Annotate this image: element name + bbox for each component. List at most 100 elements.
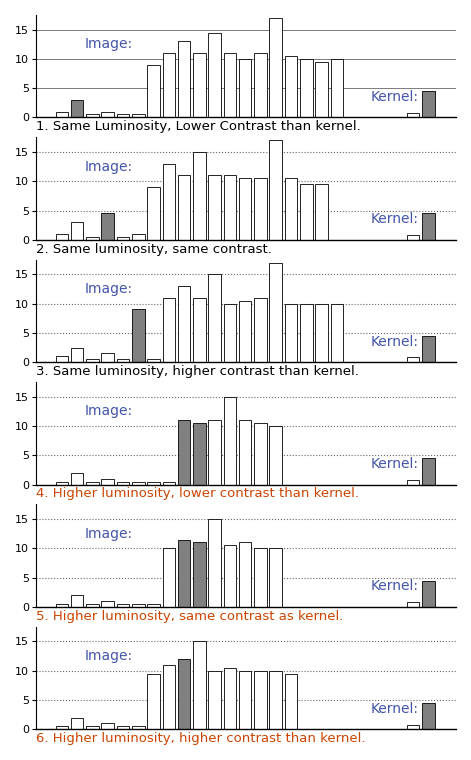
Text: Image:: Image: <box>85 37 133 51</box>
Bar <box>71 473 83 485</box>
Bar <box>71 595 83 607</box>
Bar <box>178 540 190 607</box>
Text: Image:: Image: <box>85 649 133 663</box>
Bar <box>178 41 190 117</box>
Bar <box>56 234 68 239</box>
Bar <box>407 357 420 362</box>
Text: Kernel:: Kernel: <box>371 90 418 104</box>
Bar <box>101 601 114 607</box>
Bar <box>422 458 435 485</box>
Bar <box>269 18 282 117</box>
Bar <box>224 397 236 485</box>
Bar <box>71 347 83 362</box>
Bar <box>254 548 267 607</box>
Bar <box>193 641 206 730</box>
Bar <box>208 420 221 485</box>
Bar <box>86 604 99 607</box>
Bar <box>331 59 343 117</box>
Bar <box>101 112 114 117</box>
Bar <box>132 604 145 607</box>
Bar <box>117 482 129 485</box>
Bar <box>239 543 252 607</box>
Bar <box>422 703 435 730</box>
Bar <box>117 727 129 730</box>
Bar <box>71 100 83 117</box>
Bar <box>162 298 175 362</box>
Text: Image:: Image: <box>85 282 133 296</box>
X-axis label: 5. Higher luminosity, same contrast as kernel.: 5. Higher luminosity, same contrast as k… <box>36 610 343 622</box>
Text: Kernel:: Kernel: <box>371 334 418 349</box>
Bar <box>407 724 420 730</box>
Bar <box>86 482 99 485</box>
Bar <box>132 309 145 362</box>
Bar <box>56 482 68 485</box>
Bar <box>71 717 83 730</box>
Bar <box>132 482 145 485</box>
Bar <box>422 336 435 362</box>
X-axis label: 6. Higher luminosity, higher contrast than kernel.: 6. Higher luminosity, higher contrast th… <box>36 732 365 745</box>
Bar <box>193 53 206 117</box>
Bar <box>178 286 190 362</box>
Bar <box>407 112 420 117</box>
Bar <box>56 604 68 607</box>
Bar <box>162 548 175 607</box>
Bar <box>422 214 435 239</box>
Bar <box>269 426 282 485</box>
Text: Image:: Image: <box>85 404 133 418</box>
Bar <box>224 668 236 730</box>
Bar <box>239 179 252 239</box>
Bar <box>208 274 221 362</box>
Bar <box>56 112 68 117</box>
Bar <box>178 659 190 730</box>
Bar <box>86 359 99 362</box>
X-axis label: 4. Higher luminosity, lower contrast than kernel.: 4. Higher luminosity, lower contrast tha… <box>36 487 359 500</box>
Bar <box>101 724 114 730</box>
Bar <box>422 581 435 607</box>
Bar <box>147 673 160 730</box>
Bar <box>224 546 236 607</box>
Bar <box>86 727 99 730</box>
X-axis label: 1. Same Luminosity, Lower Contrast than kernel.: 1. Same Luminosity, Lower Contrast than … <box>36 120 361 133</box>
Bar <box>224 303 236 362</box>
Bar <box>269 548 282 607</box>
Bar <box>56 356 68 362</box>
Text: Kernel:: Kernel: <box>371 457 418 471</box>
Text: Kernel:: Kernel: <box>371 701 418 716</box>
Bar <box>101 214 114 239</box>
Bar <box>208 33 221 117</box>
Bar <box>300 59 313 117</box>
Bar <box>101 353 114 362</box>
Bar <box>101 479 114 485</box>
Bar <box>315 303 328 362</box>
Bar <box>285 56 297 117</box>
Bar <box>132 234 145 239</box>
Bar <box>147 187 160 239</box>
Bar <box>193 543 206 607</box>
Bar <box>254 670 267 730</box>
Bar <box>208 176 221 239</box>
Bar <box>239 301 252 362</box>
Bar <box>117 237 129 239</box>
Bar <box>193 298 206 362</box>
Bar <box>117 359 129 362</box>
Bar <box>147 359 160 362</box>
Bar <box>239 59 252 117</box>
Bar <box>285 673 297 730</box>
Bar <box>56 727 68 730</box>
Bar <box>422 91 435 117</box>
Bar <box>254 179 267 239</box>
Bar <box>193 152 206 239</box>
X-axis label: 2. Same luminosity, same contrast.: 2. Same luminosity, same contrast. <box>36 242 272 255</box>
Bar <box>178 176 190 239</box>
Bar <box>269 263 282 362</box>
Bar <box>147 482 160 485</box>
Bar <box>224 53 236 117</box>
Bar <box>178 420 190 485</box>
Bar <box>147 65 160 117</box>
Bar <box>132 727 145 730</box>
Bar <box>269 670 282 730</box>
Text: Image:: Image: <box>85 527 133 540</box>
Bar <box>285 303 297 362</box>
Bar <box>162 665 175 730</box>
Bar <box>86 115 99 117</box>
